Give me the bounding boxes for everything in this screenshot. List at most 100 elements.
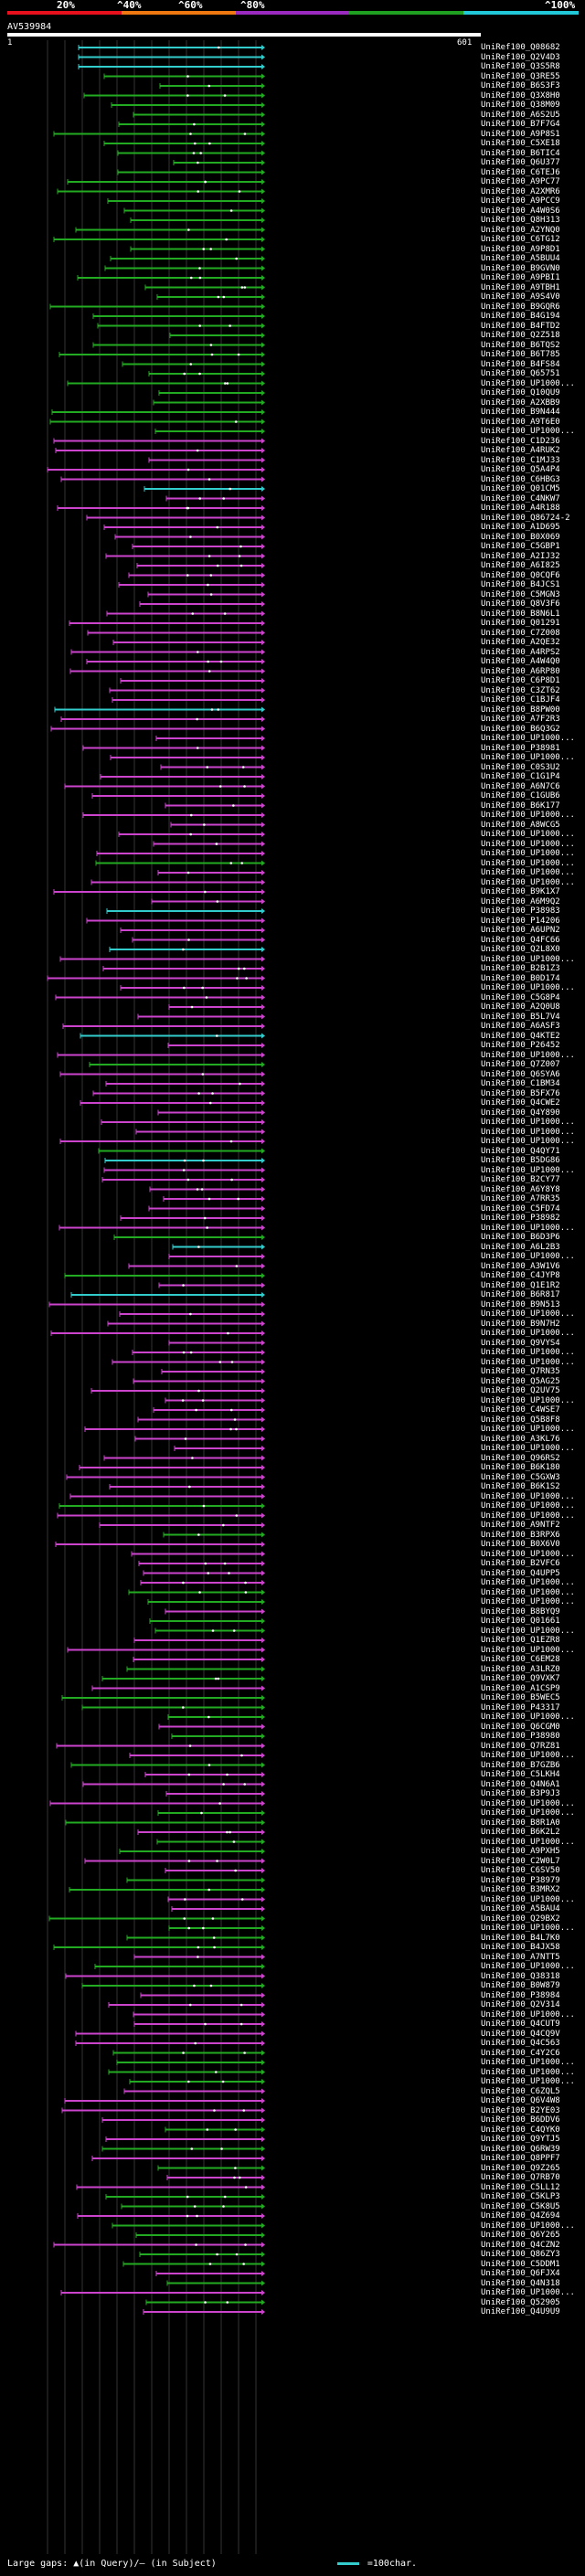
alignment-row[interactable] [112, 2222, 265, 2229]
hit-label[interactable]: UniRef100_A9P8D1 [481, 244, 560, 254]
alignment-row[interactable] [48, 1915, 265, 1922]
alignment-row[interactable] [80, 1100, 265, 1106]
alignment-row[interactable] [59, 1071, 265, 1077]
alignment-row[interactable] [86, 514, 265, 521]
alignment-row[interactable] [155, 2271, 265, 2276]
alignment-row[interactable] [105, 1081, 265, 1087]
hit-label[interactable]: UniRef100_Q5B8F8 [481, 1415, 560, 1425]
hit-label[interactable]: UniRef100_UP1000... [481, 1252, 575, 1261]
hit-label[interactable]: UniRef100_Q8PPF7 [481, 2154, 560, 2163]
alignment-row[interactable] [95, 860, 265, 866]
alignment-row[interactable] [112, 1359, 265, 1365]
alignment-row[interactable] [167, 1714, 265, 1720]
hit-label[interactable]: UniRef100_Q7RN35 [481, 1367, 560, 1376]
hit-label[interactable]: UniRef100_UP1000... [481, 2288, 575, 2297]
alignment-row[interactable] [67, 380, 265, 387]
hit-label[interactable]: UniRef100_B8R1A0 [481, 1818, 560, 1828]
alignment-row[interactable] [57, 188, 265, 195]
alignment-row[interactable] [105, 553, 265, 559]
alignment-row[interactable] [82, 745, 265, 751]
alignment-row[interactable] [163, 1532, 265, 1538]
hit-label[interactable]: UniRef100_Q2L8X0 [481, 945, 560, 954]
alignment-row[interactable] [109, 1484, 265, 1489]
hit-label[interactable]: UniRef100_UP1000... [481, 1597, 575, 1606]
alignment-row[interactable] [65, 1819, 265, 1826]
alignment-row[interactable] [120, 1215, 265, 1221]
hit-label[interactable]: UniRef100_B6DDV6 [481, 2115, 560, 2125]
hit-label[interactable]: UniRef100_Q4CWE2 [481, 1098, 560, 1108]
hit-label[interactable]: UniRef100_A3KL76 [481, 1434, 560, 1444]
hit-label[interactable]: UniRef100_A7F2R3 [481, 715, 560, 724]
hit-label[interactable]: UniRef100_C4WSE7 [481, 1405, 560, 1415]
hit-label[interactable]: UniRef100_B2YE03 [481, 2105, 560, 2115]
hit-label[interactable]: UniRef100_C5XE18 [481, 139, 560, 148]
hit-label[interactable]: UniRef100_Q6SYA6 [481, 1069, 560, 1079]
hit-label[interactable]: UniRef100_B6K180 [481, 1463, 560, 1472]
alignment-row[interactable] [167, 1043, 265, 1048]
hit-label[interactable]: UniRef100_Q6Y265 [481, 2231, 560, 2240]
hit-label[interactable]: UniRef100_UP1000... [481, 1894, 575, 1904]
hit-label[interactable]: UniRef100_UP1000... [481, 849, 575, 858]
alignment-row[interactable] [112, 640, 265, 645]
alignment-row[interactable] [54, 706, 265, 713]
hit-label[interactable]: UniRef100_B7F7G4 [481, 120, 560, 129]
alignment-row[interactable] [105, 2136, 265, 2142]
hit-label[interactable]: UniRef100_A8WCG5 [481, 820, 560, 830]
hit-label[interactable]: UniRef100_Q96RS2 [481, 1453, 560, 1463]
hit-label[interactable]: UniRef100_B5WEC5 [481, 1693, 560, 1702]
alignment-row[interactable] [112, 2050, 265, 2056]
alignment-row[interactable] [49, 419, 265, 425]
hit-label[interactable]: UniRef100_B4JCS1 [481, 580, 560, 589]
hit-label[interactable]: UniRef100_Q0CQF6 [481, 570, 560, 580]
alignment-row[interactable] [49, 1800, 265, 1807]
hit-label[interactable]: UniRef100_Q2V314 [481, 2000, 560, 2009]
hit-label[interactable]: UniRef100_C1MJ33 [481, 455, 560, 465]
hit-label[interactable]: UniRef100_UP1000... [481, 1357, 575, 1367]
hit-label[interactable]: UniRef100_Q38318 [481, 1971, 560, 1981]
hit-label[interactable]: UniRef100_A7RR35 [481, 1194, 560, 1203]
alignment-row[interactable] [128, 572, 265, 578]
hit-label[interactable]: UniRef100_Q7RZ81 [481, 1741, 560, 1751]
hit-label[interactable]: UniRef100_B5FX76 [481, 1088, 560, 1098]
hit-label[interactable]: UniRef100_C7Z008 [481, 628, 560, 638]
alignment-row[interactable] [137, 1013, 265, 1020]
hit-label[interactable]: UniRef100_P26452 [481, 1041, 560, 1050]
alignment-row[interactable] [120, 678, 265, 684]
alignment-row[interactable] [86, 659, 265, 664]
hit-label[interactable]: UniRef100_B5DG86 [481, 1156, 560, 1165]
alignment-row[interactable] [64, 2098, 265, 2104]
alignment-row[interactable] [119, 1849, 265, 1854]
alignment-row[interactable] [101, 1676, 265, 1681]
hit-label[interactable]: UniRef100_Q86724-2 [481, 513, 570, 523]
alignment-row[interactable] [122, 2261, 265, 2267]
hit-label[interactable]: UniRef100_C6TEJ6 [481, 167, 560, 177]
alignment-row[interactable] [168, 1925, 265, 1931]
hit-label[interactable]: UniRef100_UP1000... [481, 1837, 575, 1847]
hit-label[interactable]: UniRef100_C5MGN3 [481, 589, 560, 599]
hit-label[interactable]: UniRef100_A9PBI1 [481, 273, 560, 282]
hit-label[interactable]: UniRef100_Q7Z007 [481, 1060, 560, 1069]
hit-label[interactable]: UniRef100_UP1000... [481, 1501, 575, 1511]
hit-label[interactable]: UniRef100_UP1000... [481, 830, 575, 839]
alignment-row[interactable] [118, 582, 265, 588]
hit-label[interactable]: UniRef100_C1D236 [481, 436, 560, 446]
alignment-row[interactable] [103, 141, 265, 146]
hit-label[interactable]: UniRef100_A6N7C6 [481, 781, 560, 791]
hit-label[interactable]: UniRef100_C6SV50 [481, 1866, 560, 1875]
hit-label[interactable]: UniRef100_A4W0S6 [481, 206, 560, 216]
hit-label[interactable]: UniRef100_P38979 [481, 1875, 560, 1885]
alignment-row[interactable] [86, 917, 265, 924]
alignment-row[interactable] [148, 371, 265, 376]
alignment-row[interactable] [108, 2002, 265, 2008]
alignment-row[interactable] [149, 1186, 265, 1193]
alignment-row[interactable] [77, 2213, 265, 2219]
alignment-row[interactable] [109, 947, 265, 952]
hit-label[interactable]: UniRef100_C1BJF4 [481, 695, 560, 705]
hit-label[interactable]: UniRef100_Q4QY71 [481, 1146, 560, 1156]
hit-label[interactable]: UniRef100_Q6CGM0 [481, 1722, 560, 1732]
alignment-row[interactable] [103, 1455, 265, 1461]
hit-label[interactable]: UniRef100_Q10QU9 [481, 388, 560, 398]
alignment-row[interactable] [53, 889, 265, 895]
alignment-row[interactable] [70, 1292, 265, 1298]
alignment-row[interactable] [132, 937, 265, 943]
